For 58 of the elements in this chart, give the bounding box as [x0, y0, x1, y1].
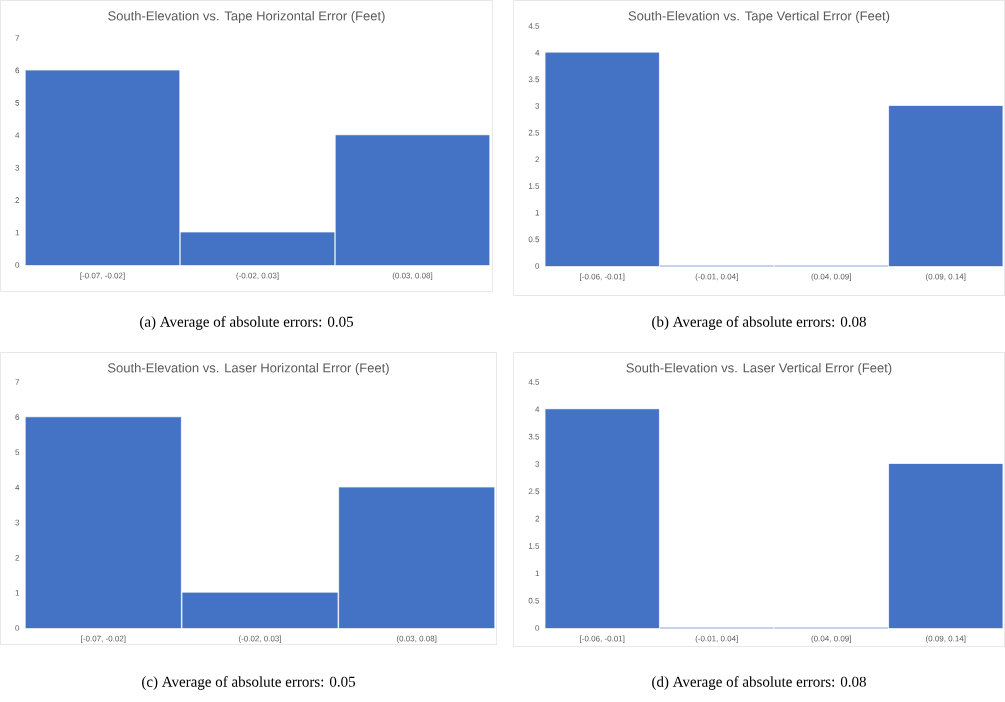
x-tick-label: [-0.07, -0.02] [81, 635, 126, 643]
y-tick-label: 2 [535, 156, 540, 163]
y-tick-label: 0 [15, 625, 20, 631]
x-tick-label: [-0.06, -0.01] [580, 273, 625, 281]
y-tick-label: 7 [15, 379, 20, 385]
y-tick-label: 3 [535, 461, 540, 467]
x-tick-label: (0.04, 0.09] [811, 635, 851, 643]
y-tick-label: 5 [15, 100, 20, 106]
x-tick-label: (0.03, 0.08] [396, 635, 437, 643]
y-tick-label: 1.5 [528, 183, 540, 189]
x-tick-label: (0.03, 0.08] [392, 272, 433, 280]
x-tick-label: (-0.01, 0.04] [695, 273, 738, 281]
chart-title: South-Elevation vs. Laser Horizontal Error (Feet) [107, 362, 389, 376]
text: (a) Average of absolute errors: 0.05 [140, 316, 354, 330]
chart-title: South-Elevation vs. Tape Horizontal Error (Feet) [108, 10, 385, 24]
y-tick-label: 4 [15, 484, 20, 491]
y-tick-label: 4 [15, 132, 20, 139]
y-tick-label: 6 [15, 414, 20, 420]
y-tick-label: 0 [535, 625, 540, 631]
text: (c) Average of absolute errors: 0.05 [142, 676, 356, 690]
x-tick-label: (0.09, 0.14] [926, 273, 966, 281]
y-tick-label: 4 [535, 406, 540, 413]
chart-title: South-Elevation vs. Tape Vertical Error (Feet) [628, 10, 890, 24]
x-tick-label: (0.09, 0.14] [926, 635, 966, 643]
text: (b) Average of absolute errors: 0.08 [652, 316, 866, 330]
text: (d) Average of absolute errors: 0.08 [652, 676, 866, 690]
y-tick-label: 3.5 [528, 76, 540, 83]
y-tick-label: 0 [535, 263, 540, 269]
y-tick-label: 3 [15, 519, 20, 526]
y-tick-label: 1 [15, 590, 20, 596]
chart-title: South-Elevation vs. Laser Vertical Error (Feet) [626, 362, 892, 376]
y-tick-label: 5 [15, 449, 20, 456]
x-tick-label: (0.04, 0.09] [811, 273, 851, 281]
y-tick-label: 6 [15, 67, 20, 74]
x-tick-label: [-0.07, -0.02] [80, 272, 125, 280]
y-tick-label: 1 [15, 229, 20, 236]
y-tick-label: 4.5 [528, 379, 540, 385]
y-tick-label: 1 [535, 209, 540, 216]
y-tick-label: 3.5 [528, 433, 540, 440]
y-tick-label: 2.5 [528, 129, 540, 136]
x-tick-label: [-0.06, -0.01] [580, 635, 625, 643]
x-tick-label: (-0.02, 0.03] [236, 272, 279, 280]
y-tick-label: 7 [15, 35, 20, 41]
x-tick-label: (-0.02, 0.03] [238, 635, 281, 643]
y-tick-label: 4.5 [528, 23, 540, 29]
y-tick-label: 2 [535, 515, 540, 522]
y-tick-label: 3 [535, 103, 540, 109]
y-tick-label: 2 [15, 197, 20, 203]
y-tick-label: 4 [535, 49, 540, 56]
y-tick-label: 3 [15, 164, 20, 171]
y-tick-label: 0 [15, 262, 20, 268]
y-tick-label: 1.5 [528, 543, 540, 549]
y-tick-label: 0.5 [528, 236, 540, 243]
y-tick-label: 0.5 [528, 597, 540, 604]
y-tick-label: 2.5 [528, 488, 540, 495]
x-tick-label: (-0.01, 0.04] [695, 635, 738, 643]
y-tick-label: 1 [535, 570, 540, 577]
y-tick-label: 2 [15, 554, 20, 561]
